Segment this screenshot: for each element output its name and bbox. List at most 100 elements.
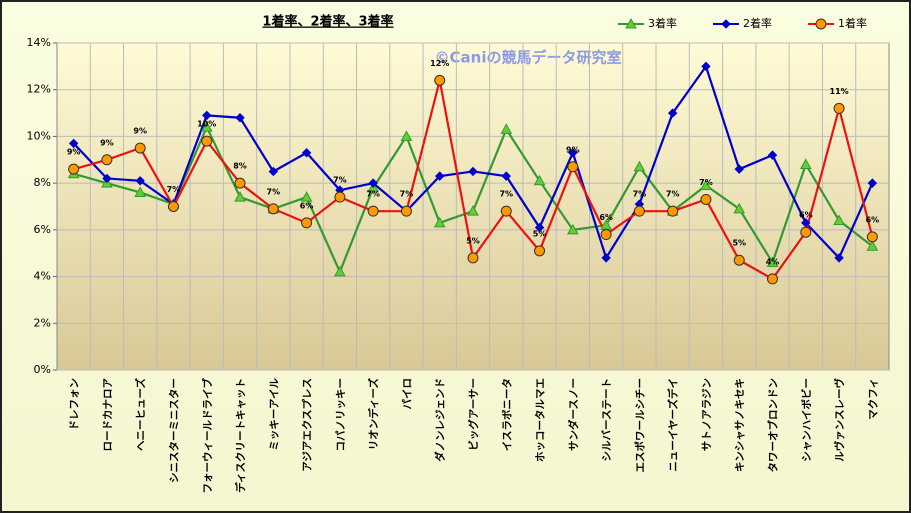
data-label: 9% [566,145,580,154]
point [101,154,113,166]
point [102,173,112,184]
data-label: 5% [732,239,746,248]
point [434,74,446,86]
y-tick-label: 14% [27,36,51,49]
point [501,171,511,181]
data-label: 9% [133,127,147,136]
legend-label: 2着率 [743,16,772,30]
point [200,121,213,132]
point [534,245,546,257]
point [833,214,845,226]
y-tick-label: 6% [34,223,51,236]
x-tick-label: ロードカナロア [102,378,114,452]
point [235,113,245,123]
watermark: ©Caniの競馬データ研究室 [435,49,622,67]
point [301,217,313,229]
point [267,203,279,215]
data-label: 6% [866,215,880,224]
chart-title: 1着率、2着率、3着率 [262,14,393,30]
legend-label: 3着率 [648,16,677,30]
point [767,273,779,285]
point [468,166,478,177]
x-tick-label: ダノンレジェンド [434,378,447,462]
data-label: 9% [67,148,81,157]
x-tick-label: マクフィ [867,378,879,420]
point [334,265,346,277]
data-label: 7% [699,178,713,187]
x-tick-label: ドレフォン [69,378,81,431]
legend-label: 1着率 [838,16,867,30]
x-tick-label: ミッキーアイル [268,378,280,451]
y-tick-label: 2% [34,316,51,329]
x-tick-label: ヘニーヒューズ [134,378,147,451]
point [568,148,578,158]
x-tick-label: ルヴァンスレーヴ [833,378,846,462]
x-tick-label: タワーオブロンドン [767,378,780,473]
point [721,19,731,29]
data-label: 7% [633,190,647,199]
point [367,205,379,217]
x-tick-label: エスポワールシチー [633,378,646,473]
x-tick-label: フォーウィールドライブ [201,378,214,494]
data-label: 10% [197,120,216,129]
y-tick-label: 12% [27,83,51,96]
point [733,254,745,266]
point [800,226,812,238]
point [167,201,179,212]
x-tick-label: ディスクリートキャット [234,378,247,493]
point [202,110,212,121]
data-label: 5% [466,236,480,245]
point [368,178,378,188]
point [667,205,679,217]
point [234,177,246,189]
x-tick-label: シニスターミニスター [168,378,180,483]
point [867,178,878,188]
data-label: 6% [300,201,314,210]
x-tick-label: シルバーステート [601,378,613,461]
point [500,123,513,134]
point [601,253,611,263]
point [767,150,778,160]
y-tick-label: 4% [34,270,51,283]
x-tick-label: サンダースノー [567,378,580,451]
x-tick-label: イスラボニータ [500,378,513,451]
point [866,240,879,251]
point [866,231,878,243]
y-tick-label: 0% [34,363,51,376]
point [300,191,313,202]
point [435,171,445,181]
point [667,108,678,118]
point [433,216,446,228]
x-tick-label: シャンハイボビー [800,378,813,462]
point [815,18,827,30]
point [134,142,146,154]
point [799,158,812,169]
x-tick-label: アジアエクスプレス [301,378,314,472]
x-tick-label: キンシャサノキセキ [734,378,746,472]
y-tick-label: 10% [27,129,51,142]
data-label: 12% [430,59,449,68]
point [500,205,512,217]
point [400,130,413,141]
point [467,205,479,216]
x-tick-label: ニューイヤーズデイ [667,378,680,472]
data-label: 7% [167,185,181,194]
point [467,252,479,264]
point [734,164,744,174]
point [301,148,312,158]
point [201,135,213,147]
point [700,193,712,205]
data-label: 6% [599,213,613,222]
data-label: 5% [533,229,547,238]
data-label: 11% [830,87,849,96]
x-tick-label: パイロ [401,378,413,410]
point [833,102,845,114]
point [68,163,80,175]
point [400,205,412,217]
data-label: 6% [799,211,813,220]
data-label: 9% [100,138,114,147]
x-tick-label: ビッグアーサー [467,378,480,451]
point [733,202,746,214]
point [625,17,637,29]
